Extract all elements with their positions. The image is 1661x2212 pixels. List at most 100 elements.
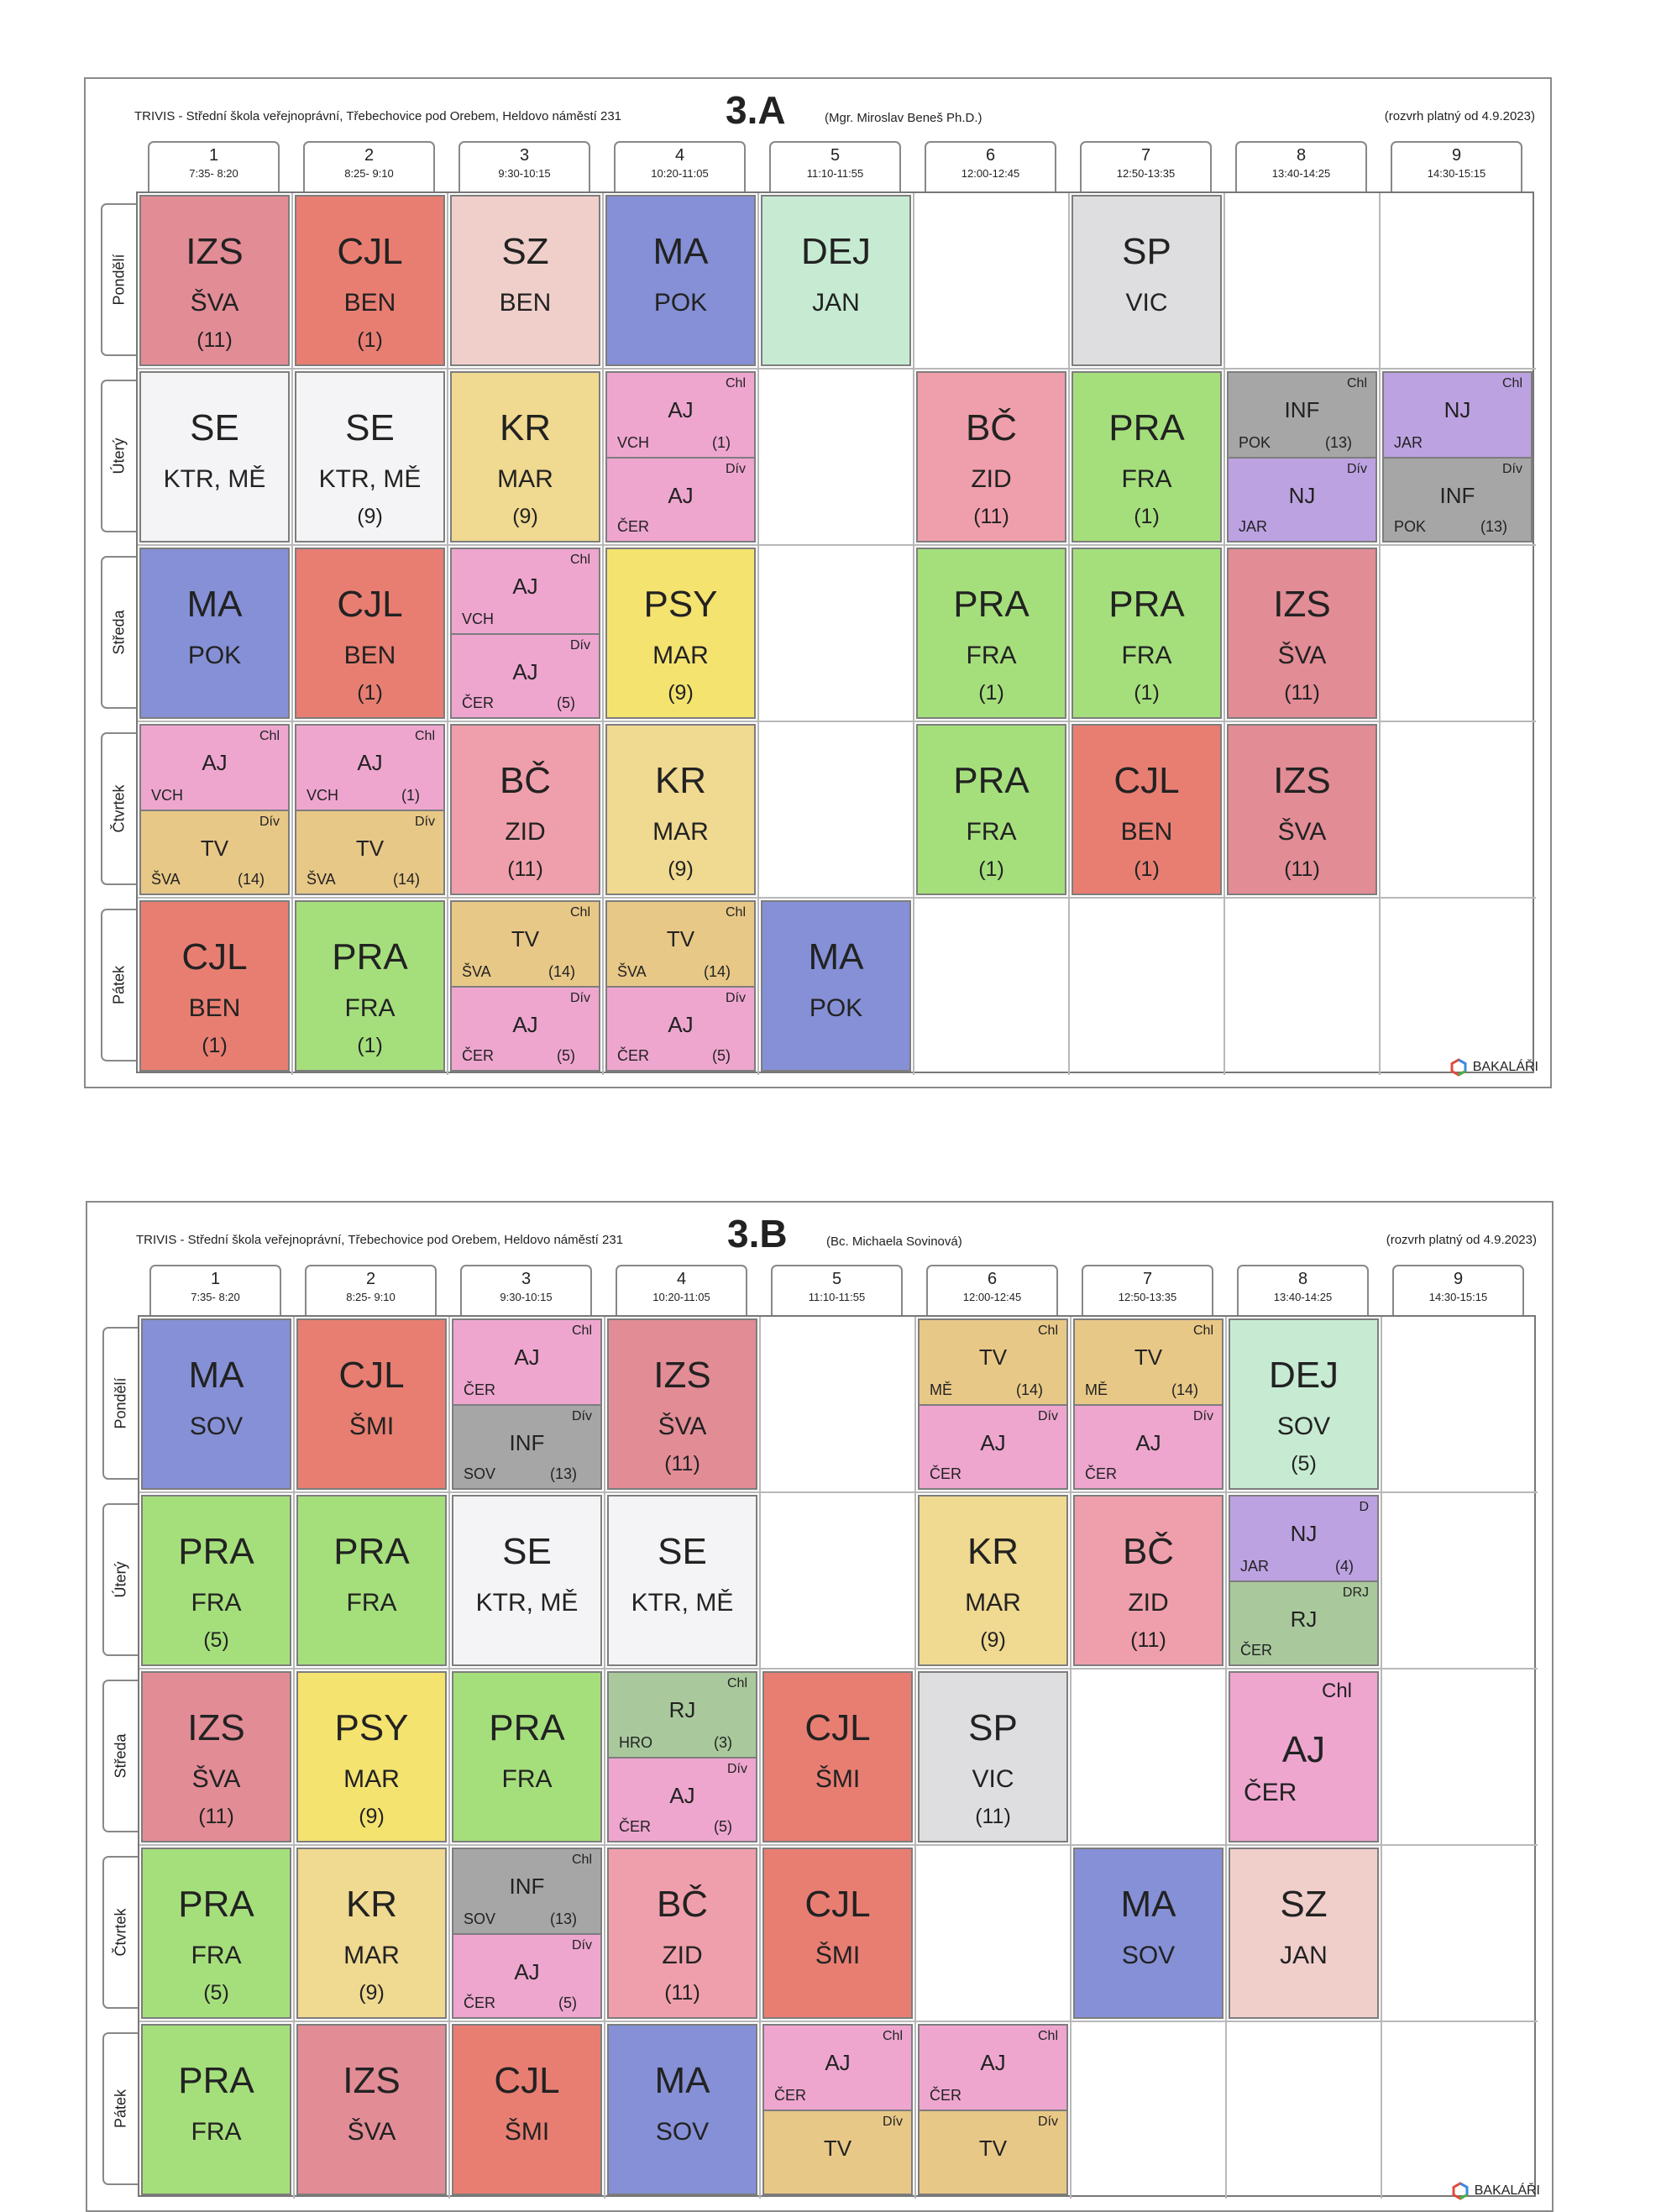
room-label: (13) (1480, 518, 1507, 535)
teacher-label: BEN (343, 289, 396, 317)
teacher-label: ČER (1240, 1642, 1273, 1659)
grid-line (139, 1668, 1538, 1669)
subject-label: CJL (804, 1884, 871, 1925)
group-label: Dív (727, 1762, 747, 1776)
lesson-cell: SE KTR, MĚ (452, 1495, 602, 1666)
teacher-label: MĚ (930, 1381, 952, 1398)
room-label: (1) (1134, 857, 1160, 881)
subject-label: PSY (334, 1707, 409, 1748)
teacher-label: VCH (307, 787, 339, 804)
teacher-label: MAR (652, 818, 709, 846)
period-time: 13:40-14:25 (1273, 1291, 1333, 1303)
teacher-label: ŠVA (1277, 818, 1327, 846)
bakalari-logo: BAKALÁŘI (1451, 2182, 1540, 2200)
subject-label: INF (1439, 483, 1475, 508)
lesson-cell: Chl INF SOV (13) Dív AJ ČER (5) (452, 1848, 602, 2019)
lesson-cell: MA POK (139, 548, 290, 719)
day-label: Pátek (110, 965, 128, 1005)
teacher-label: SOV (189, 1413, 244, 1440)
lesson-cell: MA SOV (1073, 1848, 1223, 2019)
period-time: 7:35- 8:20 (191, 1291, 240, 1303)
lesson-cell: Chl RJ HRO (3) Dív AJ ČER (5) (607, 1671, 757, 1842)
teacher-label: ZID (1128, 1589, 1169, 1617)
timetable-3b: TRIVIS - Střední škola veřejnoprávní, Tř… (86, 1201, 1554, 2212)
teacher-label: KTR, MĚ (631, 1589, 734, 1617)
lesson-cell: D NJ JAR (4) DRJ RJ ČER (1229, 1495, 1379, 1666)
period-number: 4 (674, 146, 685, 165)
grid-line (139, 2021, 1538, 2022)
day-tab-4: Pátek (102, 2032, 138, 2185)
room-label: (14) (1171, 1381, 1198, 1398)
lesson-cell: CJL ŠMI (762, 1671, 913, 1842)
period-tab-1: 1 7:35- 8:20 (148, 141, 280, 191)
day-label: Úterý (110, 438, 128, 474)
lesson-cell: CJL BEN (1) (139, 900, 290, 1072)
teacher-label: ČER (462, 1047, 495, 1064)
lesson-cell: Chl AJ VCH Dív TV ŠVA (14) (139, 724, 290, 895)
lesson-cell: PRA FRA (1) (916, 548, 1066, 719)
lesson-half: D NJ JAR (4) (1230, 1497, 1377, 1580)
teacher-label: ČER (464, 1994, 496, 2011)
subject-label: IZS (1273, 584, 1331, 625)
sheet-header: TRIVIS - Střední škola veřejnoprávní, Tř… (86, 79, 1550, 163)
subject-label: TV (978, 2136, 1008, 2161)
day-tab-0: Pondělí (101, 203, 136, 356)
lesson-cell: SE KTR, MĚ (139, 371, 290, 543)
teacher-label: FRA (191, 1942, 242, 1969)
room-label: (1) (978, 681, 1004, 705)
period-number: 8 (1297, 1270, 1308, 1288)
grid-line (914, 1317, 916, 2199)
room-label: (9) (357, 505, 383, 528)
subject-label: AJ (514, 1959, 540, 1984)
room-label: (11) (1130, 1628, 1166, 1652)
group-label: Chl (1037, 1324, 1058, 1338)
lesson-half: Chl AJ ČER (453, 1320, 600, 1404)
teacher-label: ZID (971, 465, 1012, 493)
teacher-label: JAN (812, 289, 860, 317)
bakalari-logo-icon (1450, 1058, 1467, 1077)
group-label: Chl (259, 729, 280, 743)
subject-label: BČ (656, 1884, 709, 1925)
period-time: 7:35- 8:20 (189, 167, 238, 180)
day-label: Úterý (112, 1561, 129, 1598)
teacher-label: JAN (1280, 1942, 1328, 1969)
period-number: 2 (364, 146, 375, 165)
room-label: (4) (1335, 1558, 1354, 1575)
period-time: 14:30-15:15 (1427, 167, 1486, 180)
lesson-half: Dív INF SOV (13) (453, 1404, 600, 1488)
day-label: Středa (112, 1733, 129, 1779)
day-tab-1: Úterý (102, 1503, 138, 1656)
subject-label: AJ (668, 1012, 694, 1037)
lesson-cell: IZS ŠVA (296, 2024, 447, 2195)
room-label: (11) (664, 1452, 700, 1476)
teacher-label: BEN (343, 642, 396, 669)
teacher-label: ŠMI (504, 2118, 550, 2146)
period-tab-4: 4 10:20-11:05 (614, 141, 746, 191)
lesson-cell: SE KTR, MĚ (607, 1495, 757, 1666)
subject-label: PRA (333, 1531, 410, 1572)
room-label: (11) (664, 1981, 700, 2005)
subject-label: SE (190, 407, 239, 448)
teacher-label: SOV (1276, 1413, 1331, 1440)
room-label: (11) (975, 1805, 1011, 1828)
day-label: Pondělí (112, 1377, 129, 1429)
period-number: 5 (831, 1270, 842, 1288)
group-label: Chl (725, 905, 746, 920)
lesson-half: Chl TV ŠVA (14) (607, 902, 754, 986)
group-label: Dív (259, 815, 280, 829)
timetable-grid: IZS ŠVA (11) CJL BEN (1) SZ BEN MA POK DEJ JAN SP VIC… (136, 191, 1536, 1075)
subject-label: KR (499, 407, 552, 448)
room-label: (14) (548, 963, 575, 980)
teacher-label: FRA (1121, 642, 1172, 669)
lesson-half: DRJ RJ ČER (1230, 1580, 1377, 1664)
sheet-header: TRIVIS - Střední škola veřejnoprávní, Tř… (87, 1203, 1552, 1287)
group-label: Dív (415, 815, 435, 829)
grid-line (604, 1317, 605, 2199)
period-time: 12:50-13:35 (1116, 167, 1176, 180)
subject-label: SE (658, 1531, 707, 1572)
lesson-cell: CJL BEN (1) (295, 195, 445, 366)
teacher-label: MAR (343, 1765, 400, 1793)
grid-line (759, 1317, 761, 2199)
teacher-label: ZID (505, 818, 546, 846)
group-label: Dív (1038, 2115, 1058, 2129)
